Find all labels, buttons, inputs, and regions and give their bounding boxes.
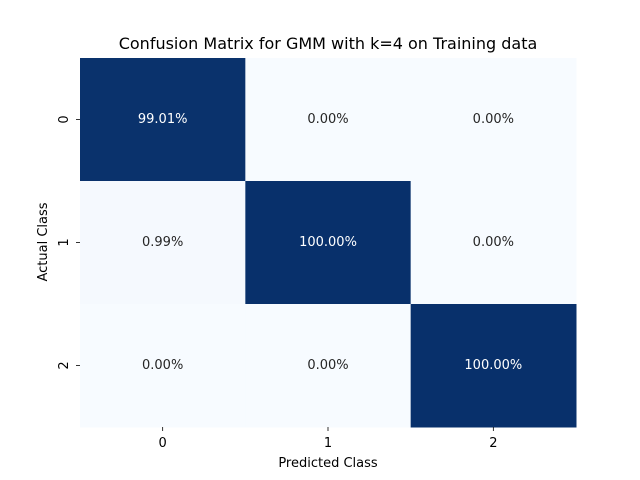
heatmap-cell-r0-c1	[245, 58, 412, 182]
cell-value-label-r1-c0: 0.99%	[142, 235, 183, 250]
heatmap-cell-r2-c2	[410, 304, 577, 428]
y-tick-label: 2	[57, 361, 72, 369]
heatmap-cell-r0-c2	[410, 58, 577, 182]
y-tick-label: 1	[57, 238, 72, 246]
heatmap-cell-r0-c0	[80, 58, 246, 182]
y-tick-label: 0	[57, 115, 72, 123]
y-axis-label: Actual Class	[36, 202, 51, 281]
cell-value-label-r0-c1: 0.00%	[307, 112, 348, 127]
x-tick-label: 2	[489, 436, 497, 451]
x-axis-ticks: 0 1 2	[159, 427, 497, 451]
cell-value-label-r1-c2: 0.00%	[473, 235, 514, 250]
heatmap-cell-r2-c0	[80, 304, 246, 428]
x-tick-label: 1	[324, 436, 332, 451]
chart-title: Confusion Matrix for GMM with k=4 on Tra…	[119, 34, 538, 53]
heatmap-cell-r1-c1	[245, 181, 412, 305]
cell-value-label-r2-c1: 0.00%	[307, 358, 348, 373]
y-axis-ticks: 0 1 2	[57, 115, 80, 370]
cell-value-label-r0-c0: 99.01%	[138, 112, 188, 127]
cell-value-label-r1-c1: 100.00%	[299, 235, 357, 250]
heatmap-cell-r1-c2	[410, 181, 577, 305]
heatmap-cell-labels: 99.01% 0.00% 0.00% 0.99% 100.00% 0.00% 0.00% 0.…	[138, 112, 522, 373]
x-axis-label: Predicted Class	[278, 456, 378, 471]
heatmap-cell-r2-c1	[245, 304, 412, 428]
heatmap-cell-r1-c0	[80, 181, 246, 305]
cell-value-label-r2-c0: 0.00%	[142, 358, 183, 373]
heatmap-cells	[80, 58, 577, 428]
cell-value-label-r0-c2: 0.00%	[473, 112, 514, 127]
cell-value-label-r2-c2: 100.00%	[464, 358, 522, 373]
x-tick-label: 0	[159, 436, 167, 451]
